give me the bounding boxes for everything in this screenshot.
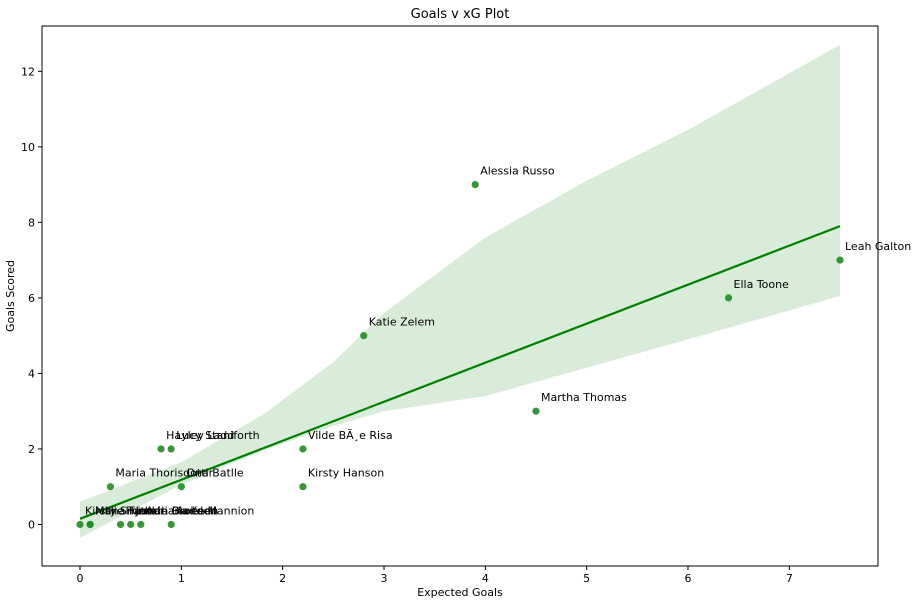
point-label: Jackie Groenen bbox=[135, 504, 219, 517]
data-point bbox=[157, 445, 165, 453]
x-tick-label: 5 bbox=[583, 572, 590, 585]
data-point bbox=[299, 483, 307, 491]
data-point bbox=[86, 520, 94, 529]
y-tick-label: 6 bbox=[28, 292, 35, 305]
data-point bbox=[724, 294, 733, 302]
x-tick-label: 3 bbox=[381, 572, 388, 585]
point-label: Kirsty Hanson bbox=[308, 467, 384, 480]
data-points-layer bbox=[76, 181, 844, 529]
x-tick-label: 6 bbox=[685, 572, 692, 585]
chart-title: Goals v xG Plot bbox=[411, 7, 510, 22]
point-label: Lucy Staniforth bbox=[176, 429, 259, 442]
regression-line bbox=[79, 225, 841, 520]
point-label: Hannah Blundell bbox=[126, 504, 217, 517]
confidence-band-layer bbox=[80, 44, 840, 538]
point-label: Aoife Mannion bbox=[176, 504, 254, 517]
point-label: Ona Batlle bbox=[186, 467, 244, 480]
data-point bbox=[127, 520, 135, 529]
point-label: Millie Turner bbox=[95, 504, 162, 517]
x-tick-label: 7 bbox=[786, 572, 793, 585]
data-point bbox=[532, 407, 540, 415]
regression-line-layer bbox=[79, 225, 841, 520]
y-axis-ticks: 0 2 4 6 8 10 12 bbox=[21, 65, 42, 531]
x-tick-label: 0 bbox=[77, 572, 84, 585]
data-point bbox=[836, 256, 844, 264]
data-point bbox=[137, 520, 145, 529]
data-point bbox=[167, 445, 175, 453]
x-axis-ticks: 0 1 2 3 4 5 6 7 bbox=[77, 566, 793, 585]
data-point bbox=[76, 520, 84, 529]
x-axis-title: Expected Goals bbox=[417, 586, 503, 599]
point-label: Ivana Fuso bbox=[95, 504, 154, 517]
y-axis-title: Goals Scored bbox=[4, 260, 17, 332]
point-label: Katie Zelem bbox=[369, 316, 435, 329]
point-label: Adriana Leon bbox=[146, 504, 218, 517]
y-tick-label: 2 bbox=[28, 443, 35, 456]
data-point bbox=[106, 483, 114, 491]
point-label: Alessia Russo bbox=[480, 165, 555, 178]
point-label: Vilde BÃ¸e Risa bbox=[308, 429, 393, 442]
y-tick-label: 8 bbox=[28, 216, 35, 229]
x-tick-label: 4 bbox=[482, 572, 489, 585]
data-point bbox=[299, 445, 307, 453]
data-point bbox=[360, 332, 368, 340]
y-tick-label: 0 bbox=[28, 518, 35, 531]
data-point bbox=[471, 181, 479, 189]
y-tick-label: 10 bbox=[21, 141, 35, 154]
confidence-band bbox=[80, 44, 840, 538]
point-label: Ella Toone bbox=[734, 278, 790, 291]
x-tick-label: 2 bbox=[279, 572, 286, 585]
point-label: Martha Thomas bbox=[541, 391, 627, 404]
data-point bbox=[116, 520, 125, 529]
y-tick-label: 4 bbox=[28, 367, 35, 380]
y-tick-label: 12 bbox=[21, 65, 35, 78]
point-label: Kirsty Smith bbox=[85, 504, 152, 517]
point-label: Hayley Ladd bbox=[166, 429, 234, 442]
data-point bbox=[177, 483, 185, 491]
data-point bbox=[167, 520, 175, 529]
plot-area-frame bbox=[41, 25, 879, 567]
point-label: Maria Thorisdottir bbox=[115, 467, 213, 480]
x-tick-label: 1 bbox=[178, 572, 185, 585]
